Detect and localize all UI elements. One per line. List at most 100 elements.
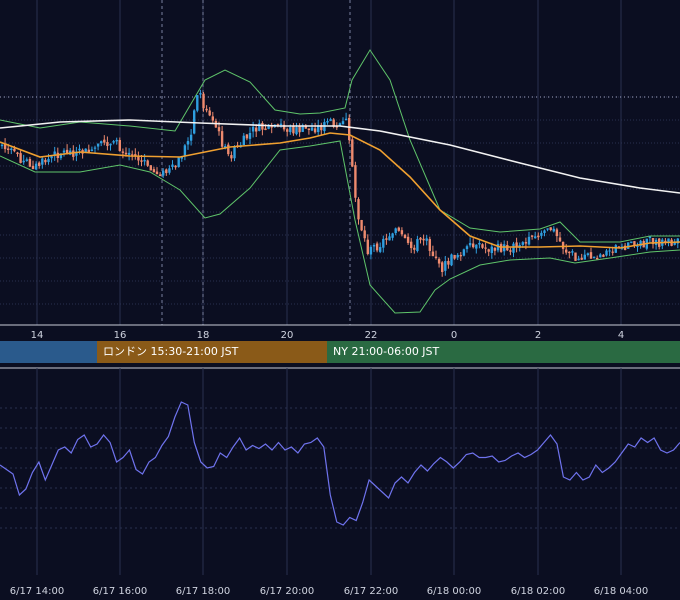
osc-x-tick-label: 6/17 18:00 xyxy=(176,586,230,597)
candle-body xyxy=(335,126,338,128)
candle-body xyxy=(633,241,636,246)
candle-body xyxy=(487,249,490,252)
candle-body xyxy=(437,258,441,264)
candle-body xyxy=(543,230,546,233)
candle-body xyxy=(431,251,435,257)
candle-body xyxy=(583,254,586,260)
candle-body xyxy=(168,168,171,173)
candle-body xyxy=(499,244,503,252)
candle-body xyxy=(217,127,221,132)
candle-body xyxy=(189,134,193,141)
candle-body xyxy=(152,169,156,173)
candle-body xyxy=(59,153,63,159)
ma-long-line xyxy=(0,119,680,194)
candle-body xyxy=(580,257,583,260)
candle-body xyxy=(140,160,143,162)
candle-body xyxy=(53,151,56,156)
candle-body xyxy=(546,228,549,230)
osc-x-tick-label: 6/18 00:00 xyxy=(427,586,481,597)
candle-body xyxy=(493,247,497,251)
candle-body xyxy=(375,243,379,251)
candle-body xyxy=(348,117,351,141)
candle-body xyxy=(13,148,16,152)
candle-body xyxy=(403,234,407,239)
candle-body xyxy=(112,141,115,143)
candle-body xyxy=(459,255,462,257)
candle-body xyxy=(465,246,469,250)
candle-body xyxy=(255,127,258,132)
session-band-ny: NY 21:00-06:00 JST xyxy=(327,341,680,363)
candle-body xyxy=(527,236,531,245)
candle-body xyxy=(41,158,44,165)
candle-body xyxy=(391,233,394,238)
candle-body xyxy=(127,152,131,155)
candle-body xyxy=(199,93,202,95)
candle-body xyxy=(478,242,481,245)
price-x-tick-label: 22 xyxy=(365,330,378,341)
candle-body xyxy=(332,119,335,127)
candle-body xyxy=(363,230,366,239)
candle-body xyxy=(307,128,311,130)
candle-body xyxy=(96,143,100,147)
osc-x-tick-label: 6/17 22:00 xyxy=(344,586,398,597)
candle-body xyxy=(143,159,146,162)
candle-body xyxy=(586,253,590,256)
candle-body xyxy=(264,128,267,131)
candle-body xyxy=(174,165,177,168)
candle-body xyxy=(118,140,121,152)
candle-body xyxy=(372,244,376,247)
candle-body xyxy=(62,150,66,153)
candle-body xyxy=(233,146,236,159)
candle-body xyxy=(351,139,354,167)
candle-body xyxy=(385,238,388,240)
candle-body xyxy=(78,148,81,151)
candle-body xyxy=(165,169,168,174)
candle-body xyxy=(605,250,608,256)
candle-body xyxy=(648,236,652,239)
candle-body xyxy=(124,152,128,155)
candle-body xyxy=(282,124,286,130)
candle-body xyxy=(388,236,391,241)
candle-body xyxy=(270,125,273,128)
candle-body xyxy=(7,148,10,151)
candle-body xyxy=(72,150,75,157)
candle-body xyxy=(134,154,137,157)
candle-body xyxy=(248,132,252,139)
candle-body xyxy=(596,257,599,260)
candle-body xyxy=(196,95,199,111)
candle-body xyxy=(47,158,50,163)
price-x-tick-label: 14 xyxy=(31,330,44,341)
candle-body xyxy=(329,119,332,122)
candle-body xyxy=(38,162,41,167)
candle-body xyxy=(3,143,7,150)
candle-body xyxy=(453,254,456,259)
candle-body xyxy=(137,156,140,161)
candle-body xyxy=(186,141,190,145)
candle-body xyxy=(450,254,453,266)
candle-body xyxy=(292,125,295,134)
candle-body xyxy=(224,145,227,148)
candle-body xyxy=(87,149,90,153)
candle-body xyxy=(475,244,478,249)
candle-body xyxy=(310,127,314,131)
candle-body xyxy=(267,125,270,129)
candle-body xyxy=(558,237,562,242)
candle-body xyxy=(481,244,484,248)
candle-body xyxy=(34,163,38,170)
price-x-tick-label: 0 xyxy=(451,330,457,341)
bollinger-upper-line xyxy=(0,49,680,243)
candle-body xyxy=(183,145,187,156)
candle-body xyxy=(608,250,611,252)
session-band-london: ロンドン 15:30-21:00 JST xyxy=(97,341,327,363)
candle-body xyxy=(16,152,19,155)
candle-body xyxy=(75,151,78,156)
candle-body xyxy=(592,256,596,259)
candle-body xyxy=(313,128,317,133)
candle-body xyxy=(419,237,422,240)
bollinger-lower-line xyxy=(0,140,680,314)
osc-x-tick-label: 6/17 20:00 xyxy=(260,586,314,597)
candle-body xyxy=(422,238,425,241)
candle-body xyxy=(490,246,493,253)
candle-body xyxy=(534,236,537,239)
